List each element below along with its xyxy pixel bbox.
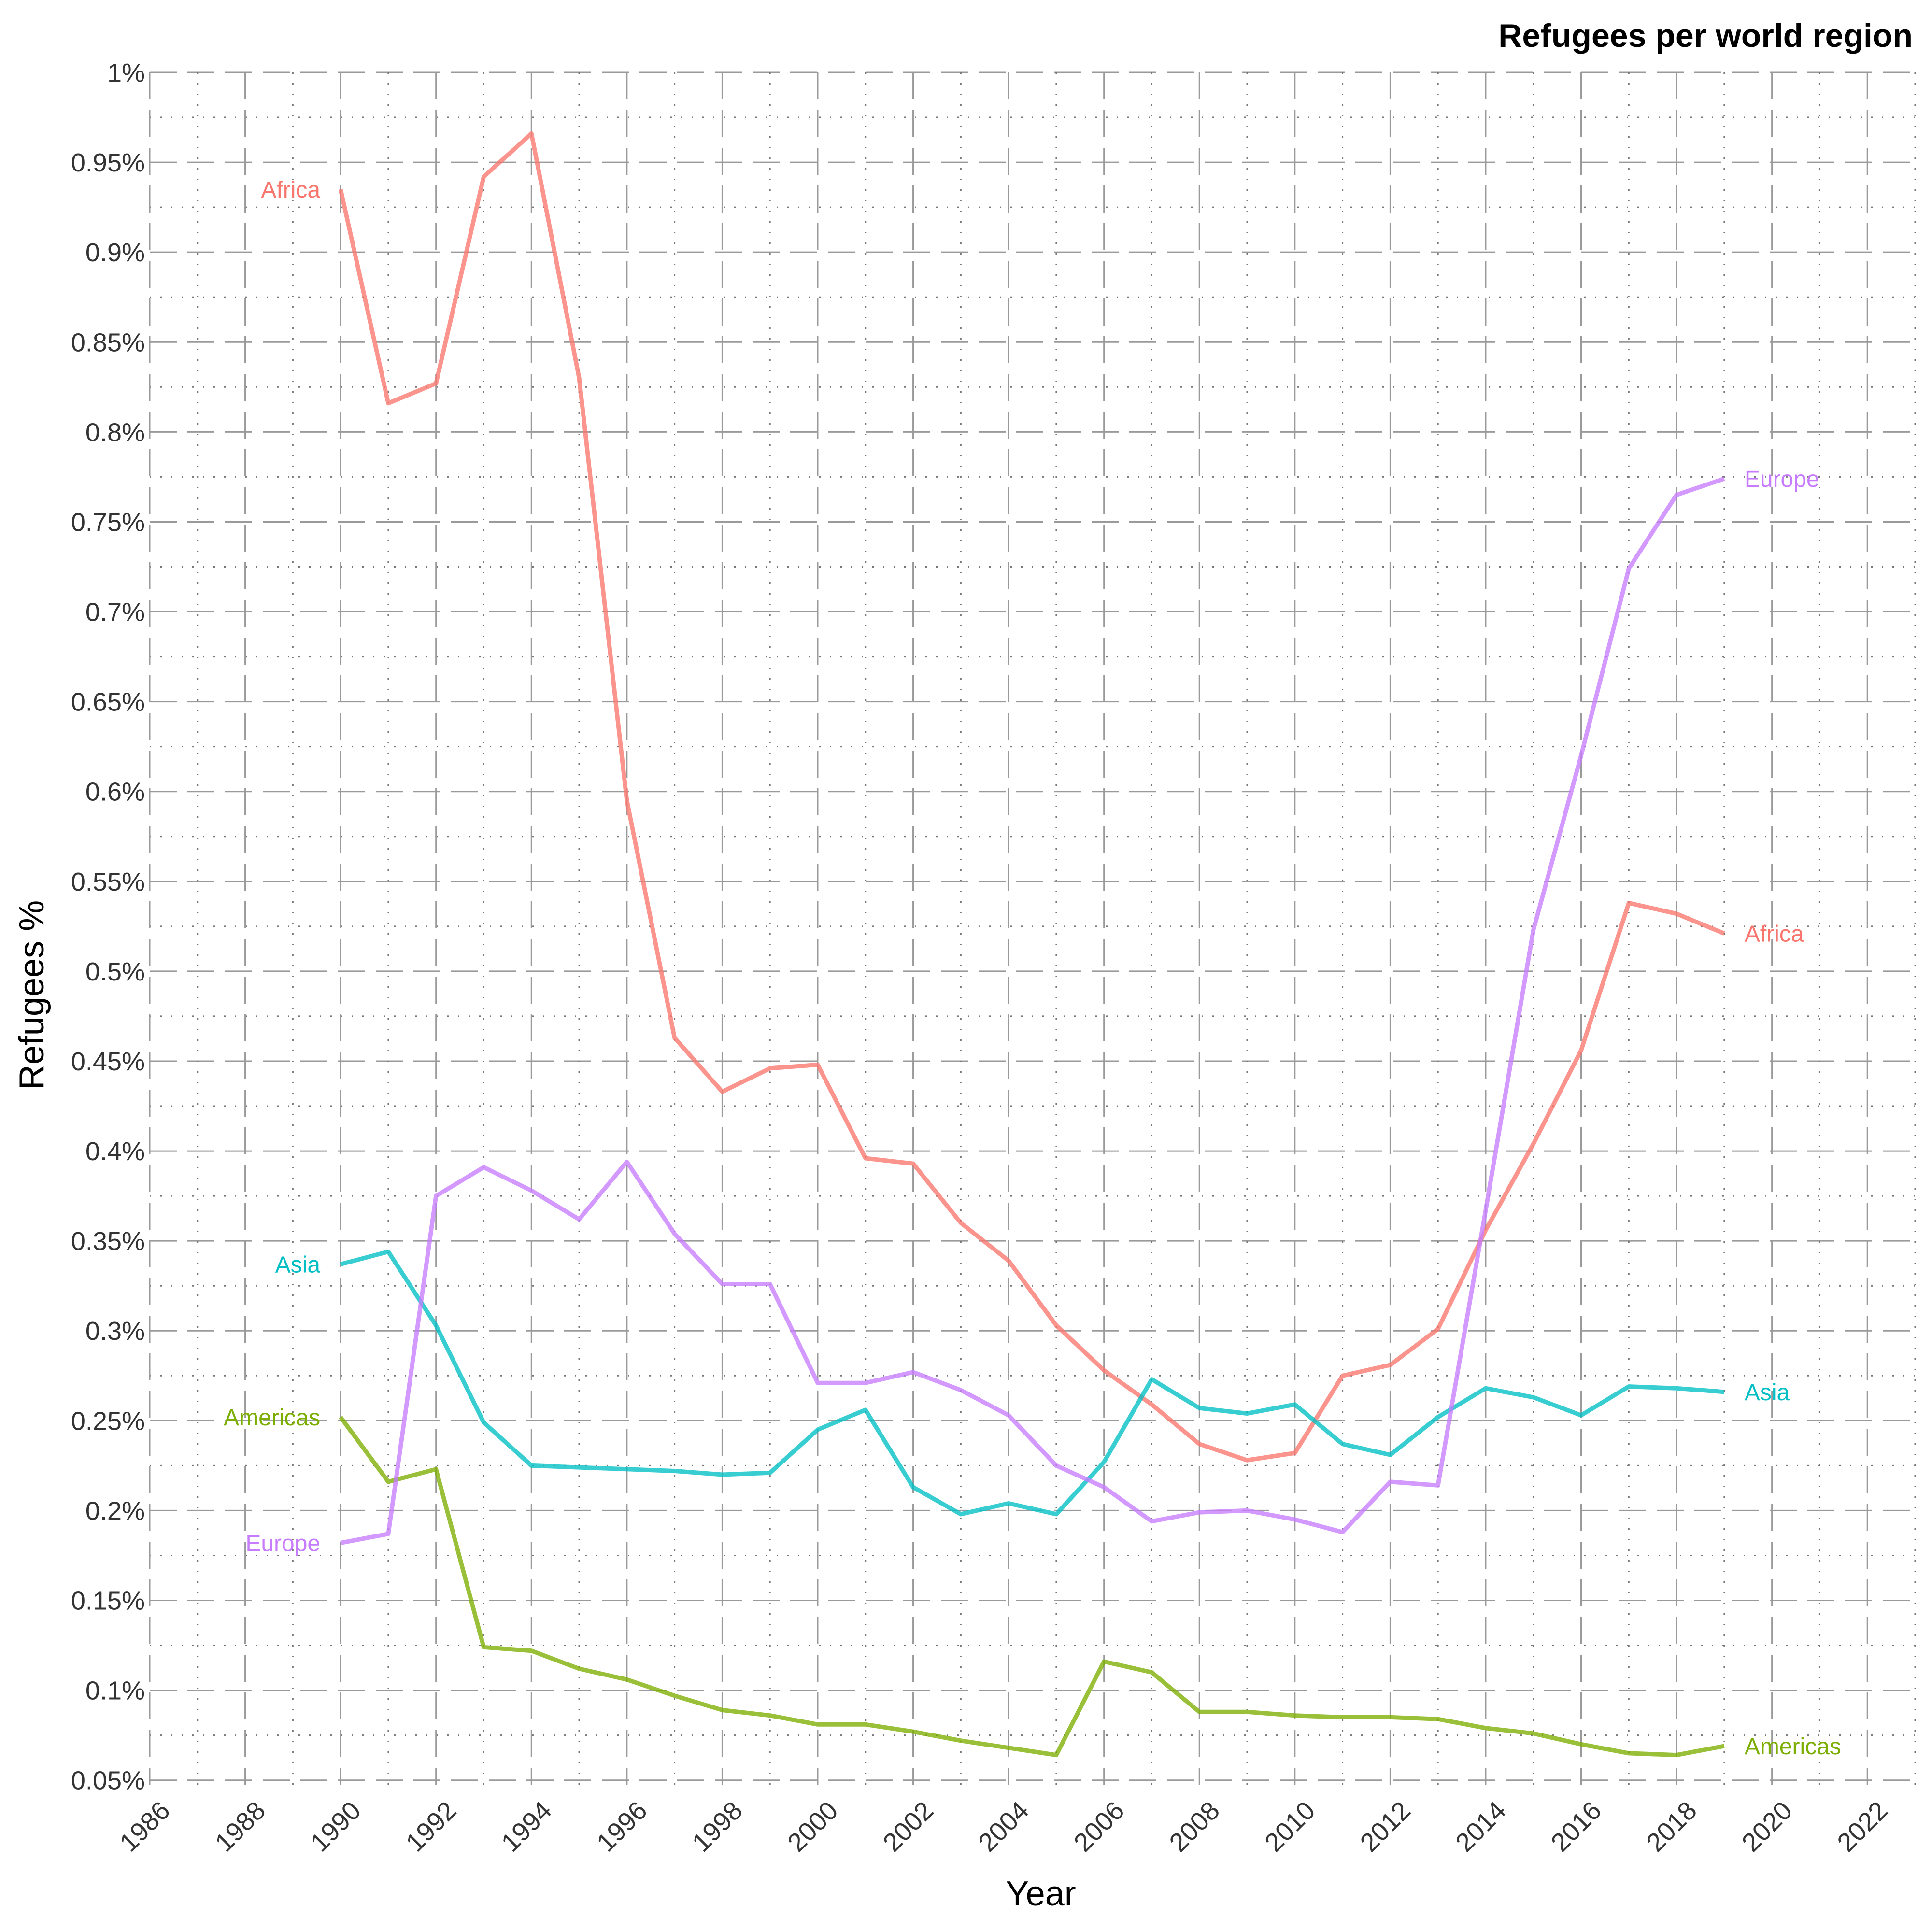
y-tick-label: 0.65% [71, 688, 145, 717]
series-end-label-europe: Europe [1745, 467, 1819, 492]
x-tick-label: 2008 [1164, 1796, 1225, 1857]
y-tick-label: 0.95% [71, 148, 145, 177]
chart-title: Refugees per world region [1498, 17, 1913, 54]
y-tick-label: 0.75% [71, 508, 145, 537]
x-tick-label: 2012 [1355, 1796, 1416, 1857]
x-tick-label: 2004 [973, 1796, 1034, 1857]
y-tick-label: 0.35% [71, 1227, 145, 1256]
x-tick-label: 2020 [1736, 1796, 1798, 1857]
x-tick-label: 2016 [1546, 1796, 1607, 1857]
series-start-label-europe: Europe [245, 1531, 320, 1556]
x-tick-label: 2002 [878, 1796, 939, 1857]
x-tick-label: 1990 [305, 1796, 366, 1857]
series-start-label-americas: Americas [224, 1405, 320, 1431]
x-tick-label: 2000 [782, 1796, 843, 1857]
y-tick-label: 0.7% [85, 598, 145, 627]
y-tick-label: 0.25% [71, 1406, 145, 1435]
series-start-label-asia: Asia [275, 1252, 321, 1278]
x-tick-label: 2006 [1068, 1796, 1130, 1857]
series-end-label-africa: Africa [1745, 922, 1804, 947]
series-start-label-africa: Africa [261, 177, 320, 203]
y-tick-label: 0.45% [71, 1047, 145, 1076]
x-tick-label: 1992 [400, 1796, 462, 1857]
series-line-africa [338, 131, 1725, 1463]
x-axis-title: Year [1006, 1875, 1076, 1913]
y-tick-label: 1% [107, 58, 145, 87]
y-tick-label: 0.05% [71, 1766, 145, 1795]
y-tick-label: 0.55% [71, 867, 145, 896]
x-tick-label: 1988 [210, 1796, 271, 1857]
x-tick-label: 2010 [1259, 1796, 1321, 1857]
series-labels: Africa Asia Americas Europe Europe Africa Asia… [224, 177, 1841, 1760]
x-tick-label: 2022 [1832, 1796, 1893, 1857]
grid-lines [149, 71, 1916, 1785]
x-tick-label: 2014 [1450, 1796, 1511, 1857]
series-end-label-americas: Americas [1745, 1734, 1841, 1760]
y-tick-label: 0.9% [85, 238, 145, 267]
series-line-americas [339, 1416, 1725, 1758]
y-tick-label: 0.1% [85, 1676, 145, 1705]
y-tick-label: 0.3% [85, 1317, 145, 1346]
x-tick-label: 1998 [687, 1796, 748, 1857]
y-tick-label: 0.8% [85, 418, 145, 447]
y-tick-label: 0.5% [85, 957, 145, 986]
y-axis-title: Refugees % [13, 900, 51, 1090]
y-tick-label: 0.6% [85, 778, 145, 807]
x-axis-tick-labels: 1986 1988 1990 1992 1994 1996 1998 2000 2002 2004… [114, 1796, 1893, 1857]
y-tick-label: 0.15% [71, 1587, 145, 1616]
y-tick-label: 0.85% [71, 328, 145, 357]
series-end-label-asia: Asia [1745, 1380, 1790, 1406]
y-tick-label: 0.2% [85, 1496, 145, 1525]
x-tick-label: 2018 [1641, 1796, 1702, 1857]
series-line-europe [340, 476, 1725, 1545]
series-line-asia [340, 1250, 1725, 1517]
x-tick-label: 1994 [496, 1796, 557, 1857]
series-lines [338, 131, 1725, 1758]
y-axis-tick-labels: 0.05% 0.1% 0.15% 0.2% 0.25% 0.3% 0.35% 0.4% 0.45… [71, 58, 145, 1795]
x-tick-label: 1986 [114, 1796, 175, 1857]
y-tick-label: 0.4% [85, 1137, 145, 1166]
x-tick-label: 1996 [591, 1796, 653, 1857]
